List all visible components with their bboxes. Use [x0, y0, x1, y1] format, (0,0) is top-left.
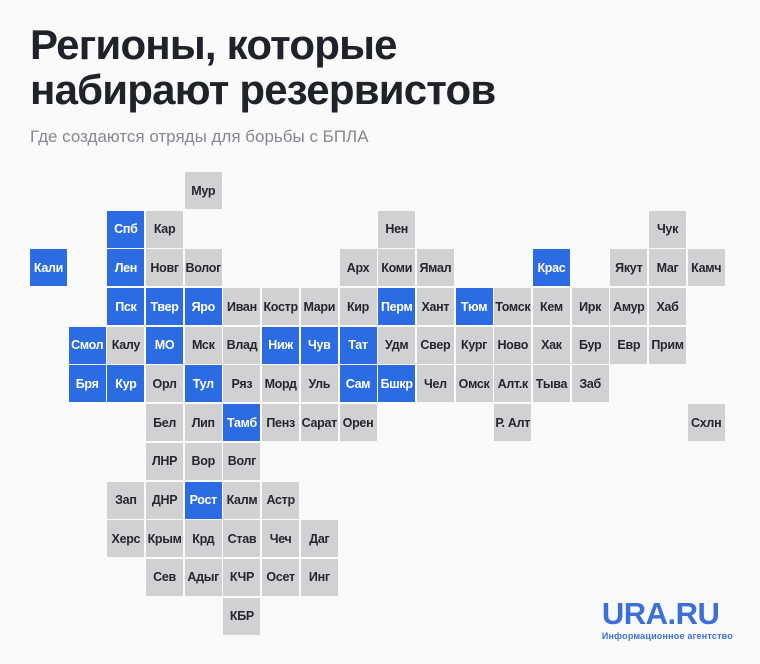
region-tile-Пенз: Пенз	[262, 404, 300, 442]
region-tile-Осет: Осет	[262, 558, 300, 596]
region-tile-Кург: Кург	[455, 326, 493, 364]
region-tile-Алт.к: Алт.к	[494, 365, 532, 403]
region-tile-Мур: Мур	[184, 172, 222, 209]
region-tile-Кар: Кар	[146, 210, 184, 248]
region-tile-Вор: Вор	[184, 442, 222, 480]
region-tile-Спб: Спб	[107, 210, 145, 248]
region-tile-Р. Алт: Р. Алт	[494, 404, 532, 442]
region-tile-ДНР: ДНР	[146, 481, 184, 519]
region-tile-Крд: Крд	[184, 520, 222, 558]
region-tile-Костр: Костр	[262, 288, 300, 326]
region-tile-Омск: Омск	[455, 365, 493, 403]
region-tile-Нен: Нен	[378, 210, 416, 248]
region-tile-Коми: Коми	[378, 249, 416, 287]
region-tile-Маг: Маг	[649, 249, 686, 287]
region-tile-Астр: Астр	[262, 481, 300, 519]
region-tile-Ирк: Ирк	[571, 288, 609, 326]
region-tile-Камч: Камч	[687, 249, 725, 287]
region-tile-Орл: Орл	[146, 365, 184, 403]
region-tile-Морд: Морд	[262, 365, 300, 403]
region-tile-Херс: Херс	[107, 520, 145, 558]
region-tile-Волог: Волог	[184, 249, 222, 287]
region-tile-Схлн: Схлн	[687, 404, 725, 442]
region-tile-Крым: Крым	[146, 520, 184, 558]
region-tile-Заб: Заб	[571, 365, 609, 403]
region-tile-Тюм: Тюм	[455, 288, 493, 326]
region-tile-Адыг: Адыг	[184, 558, 222, 596]
region-tile-КБР: КБР	[223, 597, 261, 635]
logo-text: URA.RU	[601, 596, 720, 631]
region-tile-Рост: Рост	[184, 481, 222, 519]
header: Регионы, которые набирают резервистов Гд…	[30, 21, 496, 147]
region-tile-Яро: Яро	[184, 288, 222, 326]
page-title-line2: набирают резервистов	[30, 66, 496, 113]
region-tile-Чув: Чув	[300, 326, 338, 364]
region-tile-Мск: Мск	[184, 326, 222, 364]
region-tile-Амур: Амур	[610, 288, 648, 326]
region-tile-Кур: Кур	[107, 365, 145, 403]
region-tile-Перм: Перм	[378, 288, 416, 326]
region-tile-Мари: Мари	[300, 288, 338, 326]
region-tile-МО: МО	[146, 326, 184, 364]
region-tile-Удм: Удм	[378, 326, 416, 364]
region-tile-Чук: Чук	[649, 210, 686, 248]
page-title: Регионы, которые набирают резервистов	[30, 21, 496, 113]
region-tile-Прим: Прим	[649, 326, 686, 364]
region-tile-Чел: Чел	[416, 365, 454, 403]
region-tile-Чеч: Чеч	[262, 520, 300, 558]
page-subtitle: Где создаются отряды для борьбы с БПЛА	[30, 127, 369, 146]
region-tile-ЛНР: ЛНР	[146, 442, 184, 480]
region-tile-Ямал: Ямал	[416, 249, 454, 287]
region-tile-Волг: Волг	[223, 442, 261, 480]
tile-map: Мур Спб Кар Нен Чук Кали Лен Новг Волог Арх Коми Ям…	[30, 172, 725, 635]
region-tile-Влад: Влад	[223, 326, 261, 364]
region-tile-Бур: Бур	[571, 326, 609, 364]
region-tile-Иван: Иван	[223, 288, 261, 326]
logo: URA.RU Информационное агентство	[602, 598, 733, 641]
region-tile-Якут: Якут	[610, 249, 648, 287]
region-tile-Хак: Хак	[532, 326, 570, 364]
region-tile-Сев: Сев	[146, 558, 184, 596]
region-tile-Кем: Кем	[532, 288, 570, 326]
region-tile-Пск: Пск	[107, 288, 145, 326]
region-tile-Бшкр: Бшкр	[378, 365, 416, 403]
region-tile-Твер: Твер	[146, 288, 184, 326]
region-tile-Уль: Уль	[300, 365, 338, 403]
region-tile-Тыва: Тыва	[532, 365, 570, 403]
region-tile-Сарат: Сарат	[300, 404, 338, 442]
region-tile-Свер: Свер	[416, 326, 454, 364]
region-tile-Кали: Кали	[30, 249, 67, 287]
region-tile-Евр: Евр	[610, 326, 648, 364]
region-tile-Тамб: Тамб	[223, 404, 261, 442]
region-tile-Арх: Арх	[339, 249, 377, 287]
region-tile-Ново: Ново	[494, 326, 532, 364]
region-tile-КЧР: КЧР	[223, 558, 261, 596]
region-tile-Лип: Лип	[184, 404, 222, 442]
region-tile-Бел: Бел	[146, 404, 184, 442]
region-tile-Хаб: Хаб	[649, 288, 686, 326]
region-tile-Тат: Тат	[339, 326, 377, 364]
region-tile-Бря: Бря	[68, 365, 106, 403]
region-tile-Инг: Инг	[300, 558, 338, 596]
region-tile-Став: Став	[223, 520, 261, 558]
region-tile-Орен: Орен	[339, 404, 377, 442]
region-tile-Смол: Смол	[68, 326, 106, 364]
region-tile-Сам: Сам	[339, 365, 377, 403]
region-tile-Ряз: Ряз	[223, 365, 261, 403]
region-tile-Новг: Новг	[146, 249, 184, 287]
region-tile-Лен: Лен	[107, 249, 145, 287]
region-tile-Зап: Зап	[107, 481, 145, 519]
page-title-line1: Регионы, которые	[30, 21, 398, 68]
logo-tagline: Информационное агентство	[601, 631, 733, 641]
region-tile-Ниж: Ниж	[262, 326, 300, 364]
region-tile-Томск: Томск	[494, 288, 532, 326]
region-tile-Крас: Крас	[532, 249, 570, 287]
region-tile-Калм: Калм	[223, 481, 261, 519]
region-tile-Тул: Тул	[184, 365, 222, 403]
region-tile-Даг: Даг	[300, 520, 338, 558]
region-tile-Калу: Калу	[107, 326, 145, 364]
region-tile-Хант: Хант	[416, 288, 454, 326]
region-tile-Кир: Кир	[339, 288, 377, 326]
